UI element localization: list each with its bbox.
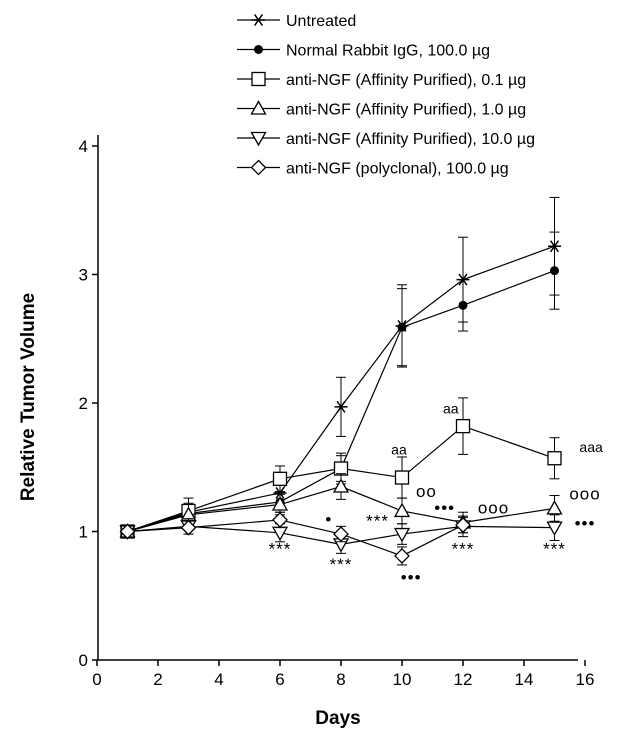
data-point <box>332 478 350 493</box>
data-point <box>397 322 407 332</box>
significance-mark: ooo <box>478 499 509 518</box>
significance-mark: *** <box>452 540 475 559</box>
y-ticks: 0 1 2 3 4 <box>79 137 98 670</box>
significance-mark: ••• <box>434 499 455 518</box>
y-tick-label: 4 <box>79 137 88 156</box>
x-tick-label: 14 <box>515 670 534 689</box>
y-tick-label: 1 <box>79 523 88 542</box>
legend-marker <box>252 14 265 26</box>
legend-entry: anti-NGF (Affinity Purified), 10.0 µg <box>237 131 535 148</box>
significance-mark: oo <box>416 482 437 501</box>
data-point <box>394 470 410 485</box>
data-point <box>272 512 288 528</box>
legend: Untreated Normal Rabbit IgG, 100.0 µg anti… <box>237 13 535 178</box>
legend-marker <box>250 131 267 147</box>
series-line <box>127 519 464 557</box>
data-point <box>119 523 136 540</box>
legend-entry: Normal Rabbit IgG, 100.0 µg <box>237 43 490 60</box>
legend-entry: anti-NGF (Affinity Purified), 0.1 µg <box>237 71 526 89</box>
legend-marker <box>250 159 267 176</box>
data-point <box>180 519 197 536</box>
data-point <box>546 521 563 536</box>
data-point <box>546 500 563 515</box>
data-point <box>550 266 559 276</box>
significance-mark: ••• <box>575 514 596 533</box>
data-point <box>547 451 562 466</box>
x-tick-label: 8 <box>336 670 345 689</box>
x-tick-label: 0 <box>92 670 101 689</box>
data-point <box>333 461 349 476</box>
legend-label: Normal Rabbit IgG, 100.0 µg <box>286 43 490 60</box>
data-point <box>333 526 349 542</box>
y-axis-title: Relative Tumor Volume <box>18 293 39 501</box>
significance-mark: ••• <box>401 568 422 587</box>
data-point <box>394 547 410 564</box>
significance-mark: aa <box>391 441 407 457</box>
x-tick-label: 6 <box>275 670 284 689</box>
legend-entry: anti-NGF (polyclonal), 100.0 µg <box>237 159 509 178</box>
legend-entry: Untreated <box>237 13 356 30</box>
x-ticks: 0 2 4 6 8 10 12 14 16 <box>92 660 594 689</box>
significance-mark: • <box>325 510 332 529</box>
x-tick-label: 16 <box>576 670 595 689</box>
data-point <box>393 527 411 543</box>
x-axis-title: Days <box>315 708 360 729</box>
x-tick-label: 12 <box>454 670 473 689</box>
y-tick-label: 2 <box>79 394 88 413</box>
legend-marker <box>251 71 266 87</box>
significance-mark: *** <box>543 540 566 559</box>
series-6 <box>119 511 471 566</box>
legend-label: anti-NGF (Affinity Purified), 1.0 µg <box>286 102 526 119</box>
legend-marker <box>254 45 263 54</box>
data-point <box>455 517 471 533</box>
significance-mark: aa <box>443 400 459 416</box>
x-tick-label: 10 <box>393 670 412 689</box>
legend-entry: anti-NGF (Affinity Purified), 1.0 µg <box>237 100 526 119</box>
legend-label: anti-NGF (Affinity Purified), 10.0 µg <box>286 131 535 148</box>
x-tick-label: 2 <box>153 670 162 689</box>
legend-label: anti-NGF (Affinity Purified), 0.1 µg <box>286 72 526 89</box>
data-point <box>271 496 289 511</box>
y-tick-label: 3 <box>79 266 88 285</box>
significance-mark: *** <box>330 555 353 574</box>
legend-label: anti-NGF (polyclonal), 100.0 µg <box>286 161 509 178</box>
y-tick-label: 0 <box>79 651 88 670</box>
data-point <box>393 502 411 518</box>
legend-label: Untreated <box>286 13 356 30</box>
data-point <box>272 471 288 486</box>
legend-marker <box>250 100 267 115</box>
significance-mark: *** <box>269 540 292 559</box>
data-point <box>334 400 348 413</box>
data-point <box>455 418 471 434</box>
x-tick-label: 4 <box>214 670 223 689</box>
significance-mark: ooo <box>569 484 600 503</box>
significance-mark: aaa <box>579 439 603 455</box>
significance-mark: *** <box>366 511 389 530</box>
data-point <box>458 300 468 310</box>
plot-area <box>119 196 563 566</box>
